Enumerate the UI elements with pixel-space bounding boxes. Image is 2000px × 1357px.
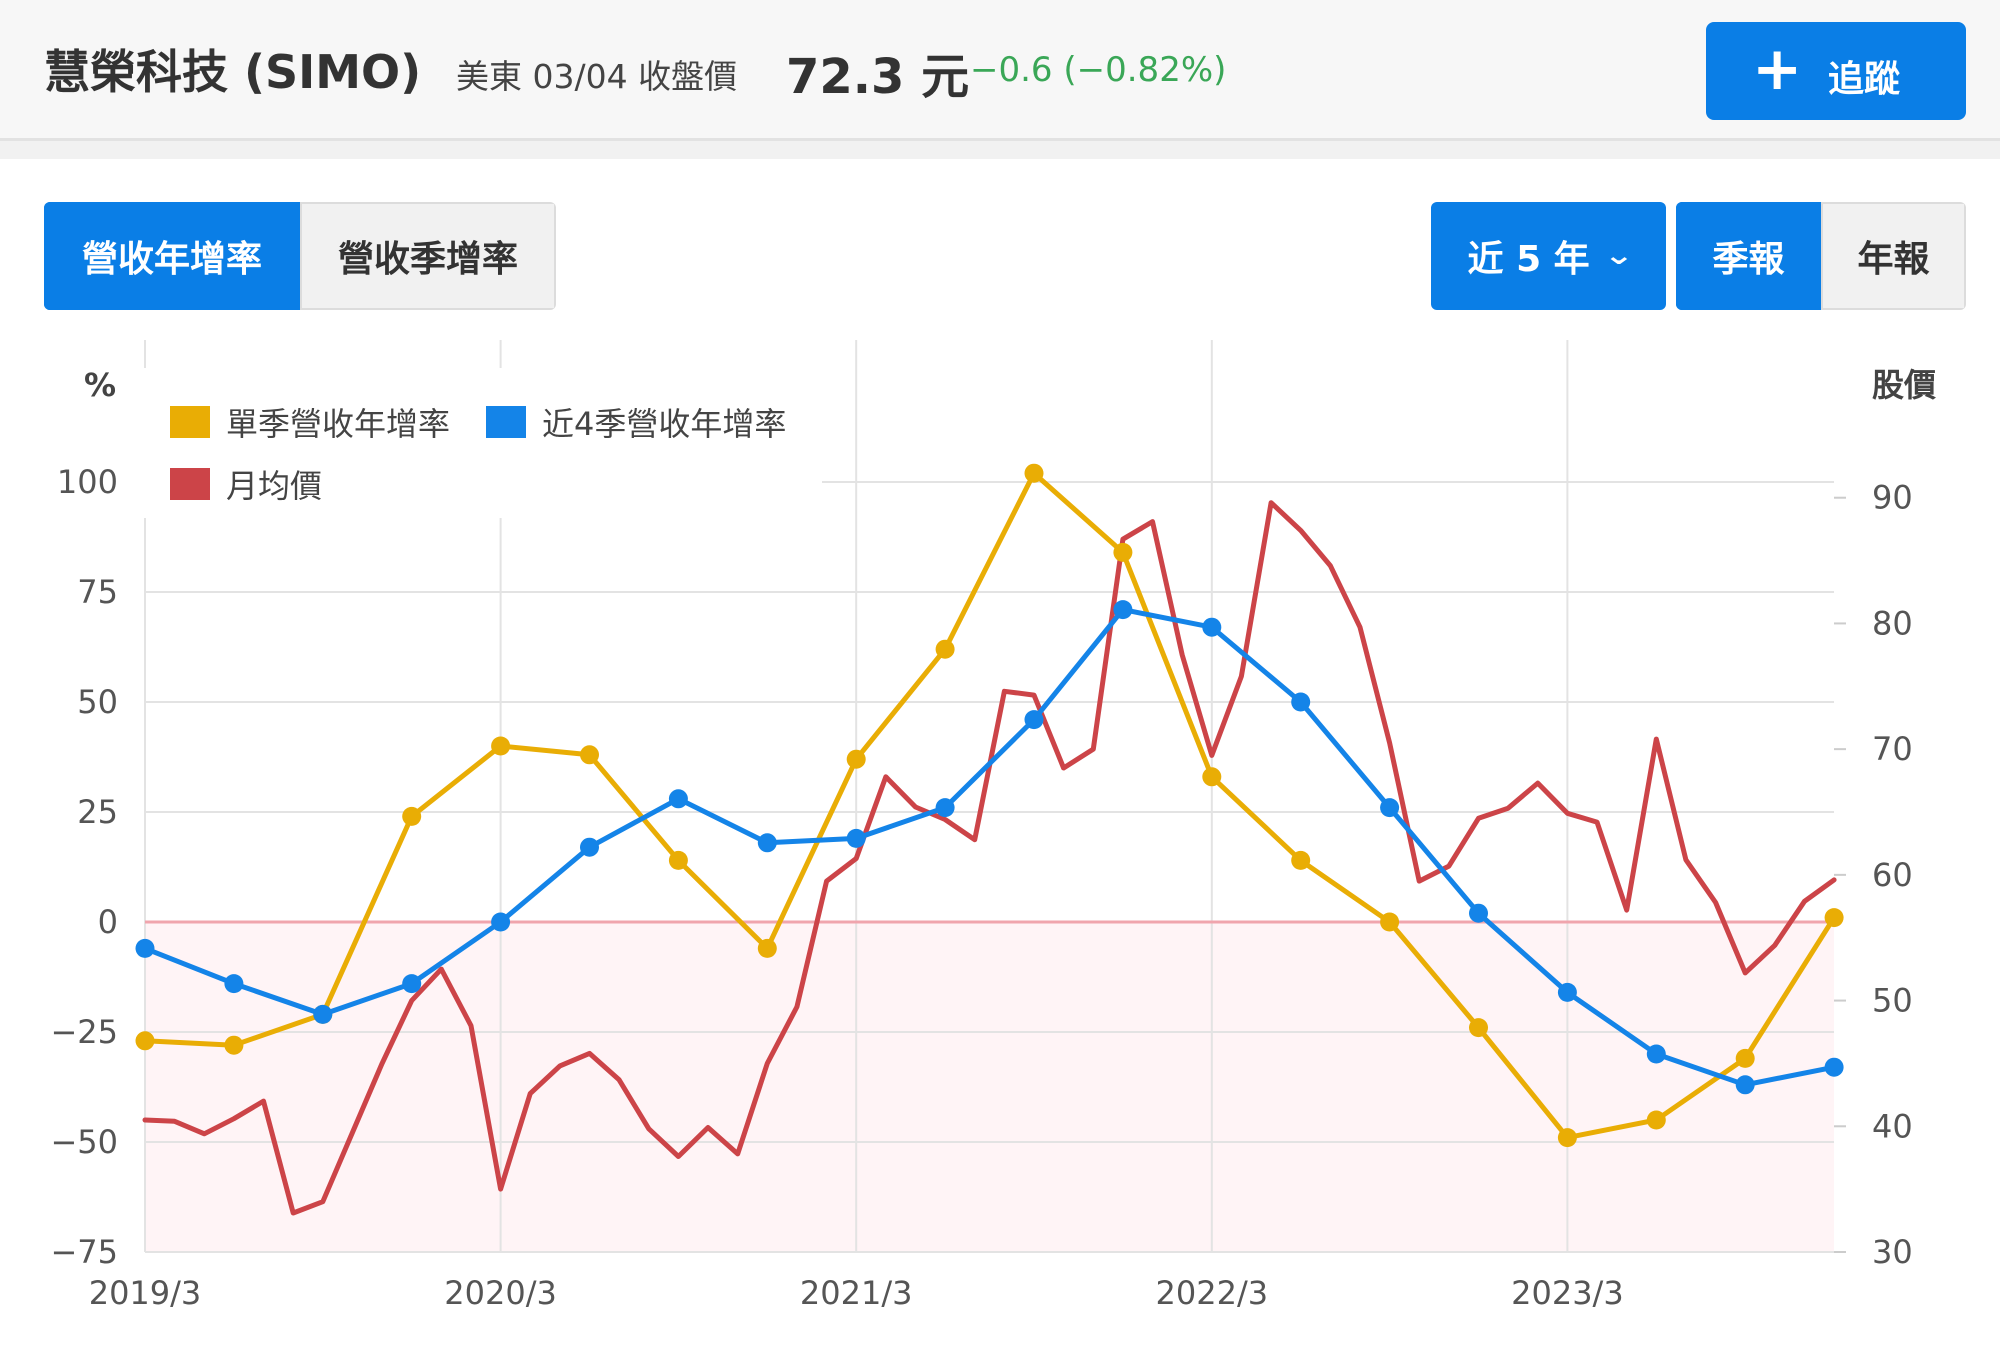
- chevron-down-icon: ⌄: [1603, 241, 1634, 271]
- legend-swatch-quarterly-yoy[interactable]: [170, 406, 210, 438]
- x-tick-label: 2020/3: [444, 1274, 557, 1312]
- data-point-four-quarter-yoy: [1113, 600, 1133, 620]
- negative-region-shade: [145, 922, 1834, 1252]
- data-point-quarterly-yoy: [1824, 908, 1844, 928]
- tab-qoq-revenue-growth[interactable]: 營收季增率: [300, 202, 556, 310]
- tab-yoy-revenue-growth[interactable]: 營收年增率: [44, 202, 300, 310]
- right-tick-label: 30: [1872, 1233, 1913, 1271]
- plus-icon: +: [1752, 34, 1803, 104]
- data-point-four-quarter-yoy: [1380, 798, 1400, 818]
- data-point-quarterly-yoy: [580, 745, 599, 765]
- legend-label-quarterly-yoy[interactable]: 單季營收年增率: [226, 405, 450, 443]
- data-point-quarterly-yoy: [846, 749, 866, 769]
- left-tick-label: −75: [50, 1233, 118, 1271]
- data-point-four-quarter-yoy: [1735, 1075, 1755, 1095]
- data-point-four-quarter-yoy: [402, 974, 422, 994]
- x-tick-label: 2021/3: [800, 1274, 913, 1312]
- x-tick-label: 2019/3: [89, 1274, 202, 1312]
- close-price-label: 美東 03/04 收盤價: [456, 57, 738, 96]
- data-point-quarterly-yoy: [1291, 850, 1311, 870]
- data-point-quarterly-yoy: [668, 850, 688, 870]
- data-point-quarterly-yoy: [757, 938, 777, 958]
- left-tick-label: −50: [50, 1123, 118, 1161]
- data-point-quarterly-yoy: [1557, 1128, 1577, 1148]
- right-tick-label: 90: [1872, 479, 1913, 517]
- left-tick-label: 75: [77, 573, 118, 611]
- range-dropdown[interactable]: 近 5 年 ⌄: [1431, 202, 1666, 310]
- revenue-growth-chart: −75 −50 −25 0 25 50 75 100 2019/3 2020/3 2021/3 202…: [50, 340, 1937, 1312]
- left-axis-title: %: [84, 366, 116, 404]
- data-point-four-quarter-yoy: [846, 828, 866, 848]
- metric-tabs: 營收年增率 營收季增率: [44, 202, 556, 310]
- series-line-quarterly-yoy: [142, 470, 1837, 1141]
- legend-background: [142, 368, 822, 518]
- data-point-quarterly-yoy: [1024, 463, 1044, 483]
- tab-annual[interactable]: 年報: [1821, 202, 1966, 310]
- range-dropdown-label: 近 5 年: [1467, 239, 1590, 280]
- series-line-four-quarter-yoy: [142, 607, 1837, 1088]
- x-tick-label: 2023/3: [1511, 1274, 1624, 1312]
- data-point-quarterly-yoy: [1113, 542, 1133, 562]
- data-point-four-quarter-yoy: [1469, 903, 1488, 923]
- right-tick-label: 80: [1872, 604, 1913, 642]
- data-point-four-quarter-yoy: [668, 789, 688, 809]
- data-point-four-quarter-yoy: [935, 798, 955, 818]
- close-price: 72.3 元: [786, 49, 970, 105]
- data-point-quarterly-yoy: [1735, 1048, 1755, 1068]
- x-tick-label: 2022/3: [1156, 1274, 1269, 1312]
- data-point-four-quarter-yoy: [1202, 617, 1222, 637]
- right-tick-label: 40: [1872, 1107, 1913, 1145]
- tab-quarterly[interactable]: 季報: [1676, 202, 1821, 310]
- legend-swatch-four-quarter-yoy[interactable]: [486, 406, 526, 438]
- track-button-label: 追蹤: [1828, 59, 1901, 100]
- legend-label-monthly-price[interactable]: 月均價: [226, 467, 322, 505]
- left-tick-label: −25: [50, 1013, 118, 1051]
- price-change: −0.6 (−0.82%): [970, 50, 1227, 90]
- data-point-quarterly-yoy: [135, 1031, 155, 1051]
- left-tick-label: 50: [77, 683, 118, 721]
- data-point-quarterly-yoy: [491, 736, 511, 756]
- data-point-four-quarter-yoy: [1557, 982, 1577, 1002]
- data-point-quarterly-yoy: [224, 1035, 244, 1055]
- data-point-four-quarter-yoy: [224, 974, 244, 994]
- track-button[interactable]: + 追蹤: [1706, 22, 1966, 120]
- chart-legend: 單季營收年增率 近4季營收年增率 月均價: [142, 368, 822, 518]
- data-point-four-quarter-yoy: [491, 912, 511, 932]
- data-point-four-quarter-yoy: [313, 1004, 333, 1024]
- period-toggle: 季報 年報: [1676, 202, 1966, 310]
- legend-swatch-monthly-price[interactable]: [170, 468, 210, 500]
- legend-label-four-quarter-yoy[interactable]: 近4季營收年增率: [542, 405, 786, 443]
- data-point-quarterly-yoy: [1380, 912, 1400, 932]
- data-point-four-quarter-yoy: [1646, 1044, 1666, 1064]
- data-point-quarterly-yoy: [1646, 1110, 1666, 1130]
- right-axis-title: 股價: [1872, 366, 1937, 404]
- data-point-quarterly-yoy: [1202, 767, 1222, 787]
- left-tick-label: 0: [98, 903, 118, 941]
- right-tick-label: 60: [1872, 856, 1913, 894]
- data-point-four-quarter-yoy: [1824, 1057, 1844, 1077]
- data-point-quarterly-yoy: [402, 806, 422, 826]
- chart-axes: −75 −50 −25 0 25 50 75 100 2019/3 2020/3 2021/3 202…: [50, 366, 1937, 1312]
- data-point-quarterly-yoy: [935, 639, 955, 659]
- left-tick-label: 25: [77, 793, 118, 831]
- chart-series: [135, 463, 1844, 1216]
- data-point-quarterly-yoy: [1469, 1018, 1488, 1038]
- data-point-four-quarter-yoy: [757, 833, 777, 853]
- data-point-four-quarter-yoy: [1291, 692, 1311, 712]
- header-divider-band: [0, 141, 2000, 159]
- stock-name: 慧榮科技 (SIMO): [44, 45, 422, 99]
- right-tick-label: 50: [1872, 982, 1913, 1020]
- data-point-four-quarter-yoy: [580, 837, 599, 857]
- data-point-four-quarter-yoy: [1024, 710, 1044, 730]
- data-point-four-quarter-yoy: [135, 938, 155, 958]
- right-tick-label: 70: [1872, 730, 1913, 768]
- left-tick-label: 100: [57, 463, 118, 501]
- stock-header: 慧榮科技 (SIMO) 美東 03/04 收盤價 72.3 元 −0.6 (−0…: [0, 0, 2000, 159]
